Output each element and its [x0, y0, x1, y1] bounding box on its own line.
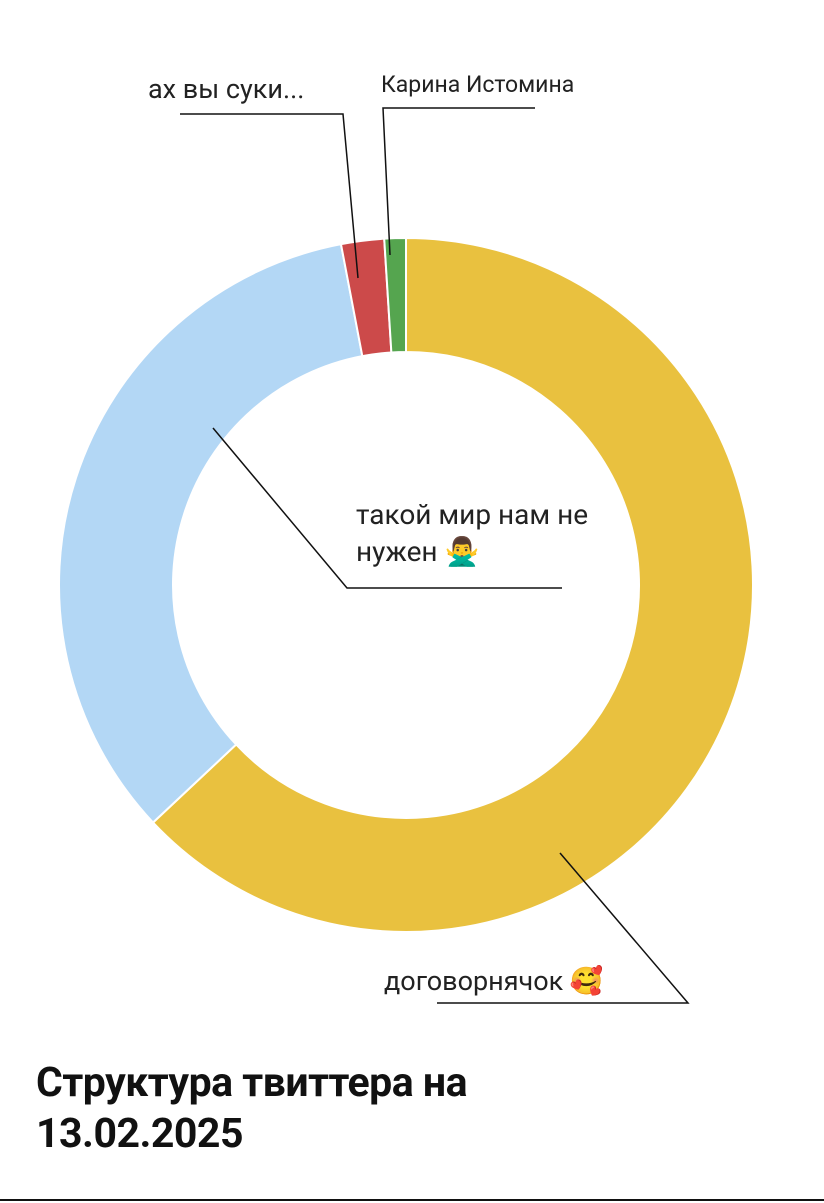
leader-line	[212, 427, 562, 589]
leader-line	[382, 107, 535, 256]
donut-slice	[151, 236, 754, 933]
leader-lines	[180, 107, 690, 1004]
slice-label: такой мир нам не нужен 🙅‍♂️	[356, 498, 589, 568]
donut-slice	[58, 242, 364, 824]
leader-line	[437, 852, 690, 1004]
chart-title: Структура твиттера на 13.02.2025	[36, 1059, 468, 1159]
slice-label: ах вы суки...	[148, 73, 305, 105]
slices	[58, 236, 754, 933]
slice-label: Карина Истомина	[381, 71, 575, 98]
leader-line	[180, 113, 359, 279]
donut-slice	[383, 236, 407, 354]
slice-label: договорнячок 🥰	[384, 965, 604, 997]
